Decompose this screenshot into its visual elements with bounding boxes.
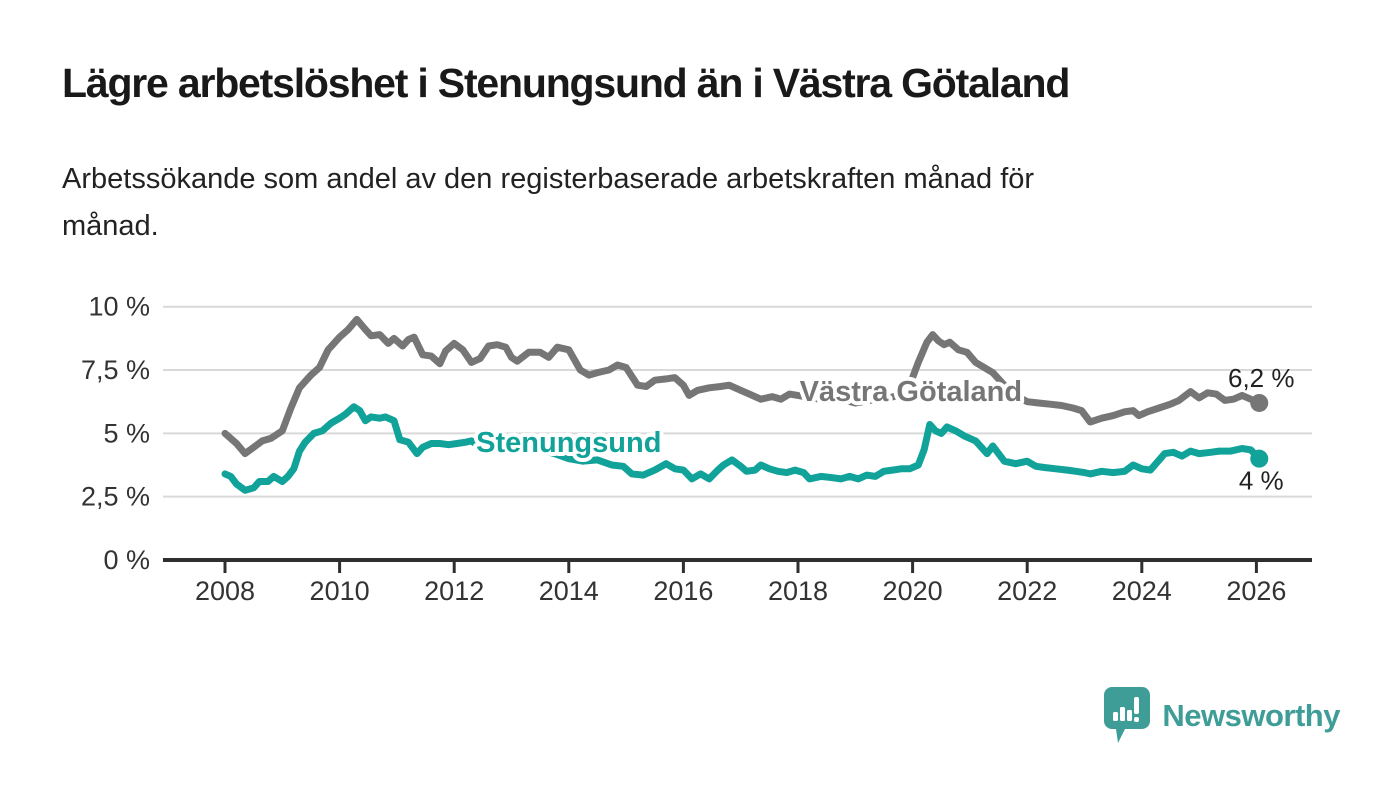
y-axis-tick-label: 10 % bbox=[88, 292, 150, 322]
x-axis-tick-label: 2022 bbox=[997, 576, 1057, 606]
x-axis-tick-label: 2012 bbox=[424, 576, 484, 606]
x-axis-tick-label: 2016 bbox=[653, 576, 713, 606]
y-axis-tick-label: 5 % bbox=[103, 418, 150, 448]
x-axis-tick-label: 2010 bbox=[310, 576, 370, 606]
newsworthy-speech-bubble-chart-icon bbox=[1104, 687, 1151, 743]
brand-name: Newsworthy bbox=[1162, 698, 1340, 733]
line-v-stra-g-taland bbox=[221, 315, 1263, 458]
x-axis-tick-label: 2024 bbox=[1112, 576, 1172, 606]
end-value-label: 6,2 % bbox=[1228, 363, 1295, 393]
y-axis-tick-label: 2,5 % bbox=[81, 482, 150, 512]
y-axis-tick-label: 0 % bbox=[103, 545, 150, 575]
end-value-label: 4 % bbox=[1239, 466, 1284, 496]
chart-title: Lägre arbetslöshet i Stenungsund än i Vä… bbox=[62, 60, 1070, 106]
end-dot-stenungsund bbox=[1250, 449, 1269, 468]
x-axis-tick-label: 2014 bbox=[539, 576, 599, 606]
subtitle-line-1: Arbetssökande som andel av den registerb… bbox=[62, 163, 1035, 195]
x-axis-tick-label: 2020 bbox=[883, 576, 943, 606]
series-label: Västra Götaland bbox=[800, 376, 1022, 408]
line-stenungsund bbox=[221, 403, 1263, 494]
series-label: Stenungsund bbox=[476, 427, 661, 459]
end-dot-v-stra-g-taland bbox=[1250, 393, 1269, 412]
x-axis-tick-label: 2026 bbox=[1226, 576, 1286, 606]
subtitle-line-2: månad. bbox=[62, 210, 159, 242]
newsworthy-logo: Newsworthy bbox=[1102, 683, 1340, 749]
x-axis-tick-label: 2008 bbox=[195, 576, 255, 606]
y-axis-tick-label: 7,5 % bbox=[81, 355, 150, 385]
x-axis-tick-label: 2018 bbox=[768, 576, 828, 606]
chart-subtitle: Arbetssökande som andel av den registerb… bbox=[62, 156, 1282, 250]
